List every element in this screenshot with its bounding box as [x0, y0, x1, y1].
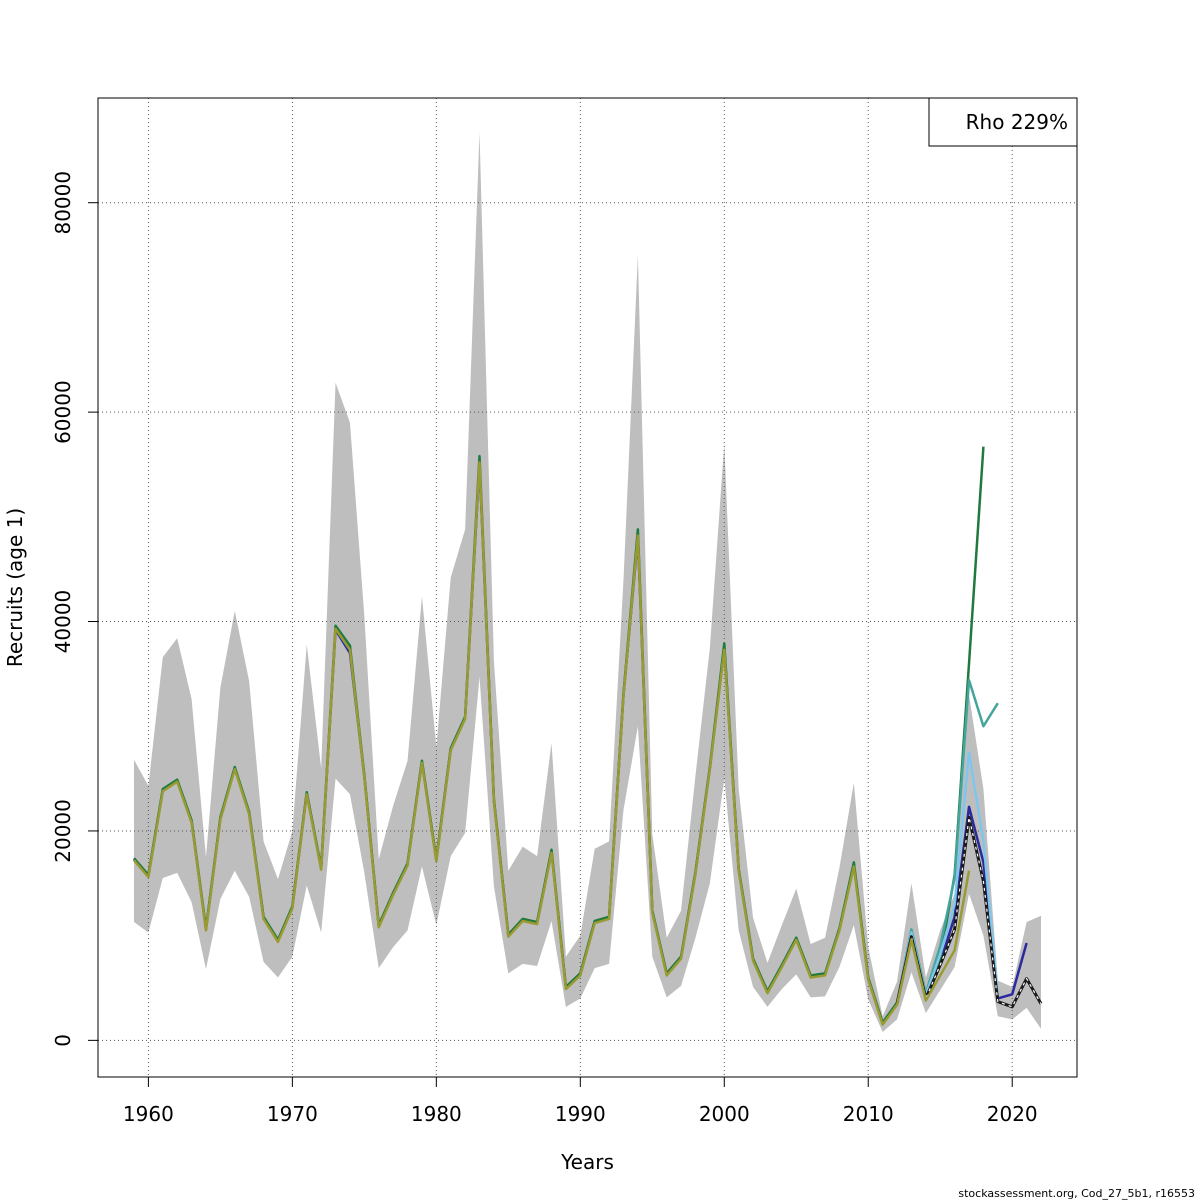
credit-text: stockassessment.org, Cod_27_5b1, r16553	[958, 1187, 1195, 1200]
series-line-5	[133, 461, 971, 1026]
axis-layer: 1960 1970 1980 1990 2000 2010 2020 0 20000 40000 6…	[51, 171, 1038, 1126]
y-tick-label: 0	[51, 1034, 75, 1047]
y-tick-label: 20000	[51, 799, 75, 863]
y-tick-label: 40000	[51, 590, 75, 654]
x-tick-label: 1980	[411, 1102, 462, 1126]
x-tick-label: 2010	[843, 1102, 894, 1126]
legend: Rho 229%	[928, 97, 1078, 147]
x-tick-label: 1960	[123, 1102, 174, 1126]
x-tick-label: 2000	[699, 1102, 750, 1126]
plot-frame	[97, 97, 1078, 1078]
legend-box	[928, 97, 1078, 147]
y-tick-label: 60000	[51, 380, 75, 444]
y-tick-label: 80000	[51, 171, 75, 235]
confidence-band-layer	[133, 132, 1042, 1032]
series-layer	[133, 446, 1043, 1026]
confidence-band	[133, 132, 1042, 1032]
x-tick-label: 2020	[987, 1102, 1038, 1126]
x-tick-label: 1990	[555, 1102, 606, 1126]
x-tick-label: 1970	[267, 1102, 318, 1126]
y-axis-title: Recruits (age 1)	[3, 508, 27, 667]
series-line-4-dash	[896, 817, 1042, 1008]
legend-text: Rho 229%	[966, 110, 1068, 134]
x-axis-title: Years	[560, 1150, 614, 1174]
